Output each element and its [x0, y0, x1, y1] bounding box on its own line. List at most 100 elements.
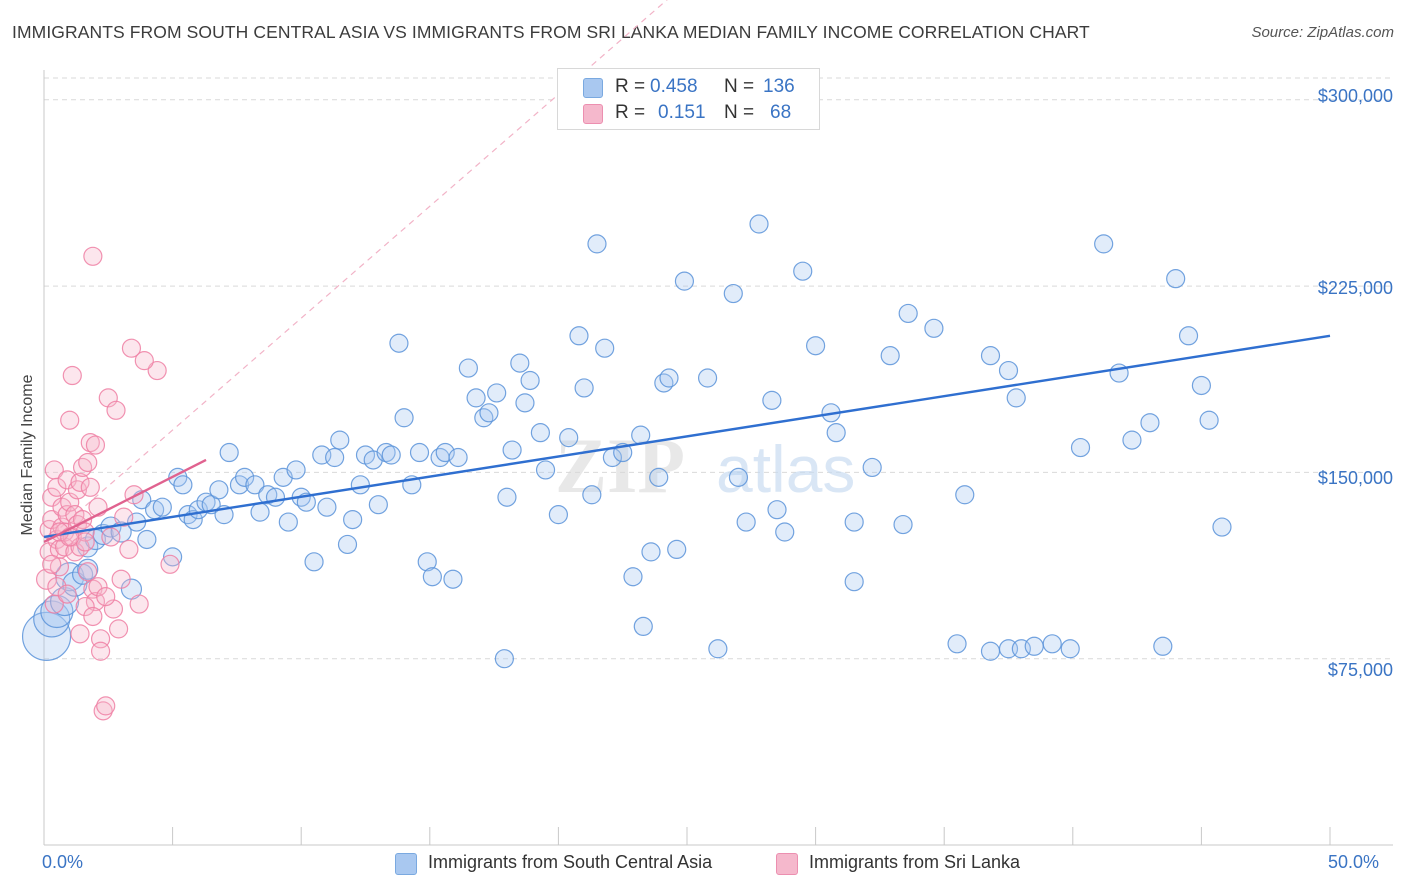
point-south-central-asia	[980, 346, 1001, 366]
point-south-central-asia	[258, 485, 278, 505]
y-tick-label-225000: $225,000	[1317, 278, 1393, 298]
point-sri-lanka	[47, 577, 67, 597]
point-sri-lanka	[90, 641, 111, 661]
point-south-central-asia	[582, 485, 602, 505]
point-south-central-asia	[667, 539, 687, 560]
point-south-central-asia	[376, 442, 396, 463]
point-sri-lanka	[60, 410, 80, 430]
point-south-central-asia	[548, 505, 569, 525]
point-south-central-asia	[494, 649, 514, 669]
point-sri-lanka	[35, 568, 58, 590]
source-label: Source: ZipAtlas.com	[1251, 24, 1394, 41]
point-south-central-asia	[826, 423, 846, 443]
point-sri-lanka	[49, 557, 70, 577]
point-south-central-asia	[1024, 636, 1044, 656]
point-south-central-asia	[278, 512, 298, 532]
point-south-central-asia	[955, 485, 975, 505]
legend-r-value: 0.458	[650, 76, 698, 97]
point-south-central-asia	[762, 390, 782, 410]
point-south-central-asia	[1178, 326, 1199, 346]
point-south-central-asia	[844, 572, 864, 592]
point-south-central-asia	[368, 495, 388, 515]
point-south-central-asia	[317, 497, 337, 517]
point-sri-lanka	[93, 701, 113, 721]
watermark-zip: ZIP	[555, 422, 685, 509]
bottom-legend-swatch-pink	[776, 853, 798, 875]
y-tick-label-300000: $300,000	[1317, 86, 1393, 106]
point-south-central-asia	[1042, 634, 1062, 654]
point-sri-lanka	[47, 477, 67, 497]
point-south-central-asia	[862, 457, 882, 478]
point-south-central-asia	[749, 214, 769, 234]
point-south-central-asia	[569, 326, 589, 346]
point-south-central-asia	[805, 336, 826, 356]
point-south-central-asia	[1191, 375, 1212, 396]
point-south-central-asia	[1140, 413, 1160, 433]
point-south-central-asia	[708, 639, 728, 659]
pink-trend-extension	[43, 0, 668, 543]
point-south-central-asia	[502, 440, 522, 460]
point-sri-lanka	[70, 624, 90, 644]
point-south-central-asia	[286, 460, 306, 480]
point-sri-lanka	[124, 485, 144, 505]
point-south-central-asia	[422, 567, 442, 587]
point-south-central-asia	[1199, 410, 1219, 430]
point-south-central-asia	[844, 512, 864, 532]
point-sri-lanka	[54, 537, 75, 557]
point-south-central-asia	[595, 338, 615, 358]
point-south-central-asia	[947, 634, 967, 654]
point-south-central-asia	[736, 512, 756, 532]
point-south-central-asia	[330, 430, 350, 450]
point-sri-lanka	[57, 505, 77, 525]
point-sri-lanka	[96, 696, 116, 716]
point-south-central-asia	[520, 370, 540, 391]
chart-title: IMMIGRANTS FROM SOUTH CENTRAL ASIA VS IM…	[12, 22, 1090, 42]
point-sri-lanka	[80, 432, 100, 453]
point-south-central-asia	[623, 567, 643, 587]
point-south-central-asia	[674, 271, 695, 291]
point-south-central-asia	[535, 460, 556, 480]
point-sri-lanka	[57, 584, 77, 604]
point-sri-lanka	[42, 487, 62, 507]
point-south-central-asia	[417, 552, 437, 572]
point-south-central-asia	[325, 447, 345, 468]
legend-r-label: R =	[615, 76, 646, 97]
legend-n-value: 68	[770, 102, 792, 123]
point-south-central-asia	[767, 500, 787, 520]
point-south-central-asia	[343, 509, 363, 530]
point-sri-lanka	[96, 587, 116, 607]
point-south-central-asia	[466, 388, 486, 408]
point-sri-lanka	[83, 246, 103, 266]
point-sri-lanka	[121, 338, 142, 358]
point-sri-lanka	[85, 591, 106, 612]
point-south-central-asia	[723, 283, 743, 304]
point-sri-lanka	[108, 619, 129, 639]
y-tick-label-150000: $150,000	[1317, 468, 1393, 488]
stats-legend: R = 0.458 N = 136 R = 0.151 N = 68	[557, 68, 820, 130]
point-south-central-asia	[893, 514, 913, 535]
point-sri-lanka	[42, 554, 62, 574]
point-south-central-asia	[409, 442, 430, 463]
point-sri-lanka	[85, 435, 106, 455]
point-south-central-asia	[458, 358, 478, 378]
point-sri-lanka	[134, 351, 154, 371]
point-south-central-asia	[235, 467, 255, 487]
point-south-central-asia	[530, 423, 550, 443]
point-south-central-asia	[697, 368, 718, 388]
point-sri-lanka	[78, 452, 98, 473]
point-south-central-asia	[448, 447, 468, 468]
point-sri-lanka	[83, 606, 103, 627]
point-south-central-asia	[587, 234, 607, 254]
point-south-central-asia	[998, 360, 1019, 381]
point-sri-lanka	[101, 527, 121, 547]
point-sri-lanka	[60, 527, 80, 547]
point-south-central-asia	[633, 616, 653, 637]
trendline-south-central-asia	[43, 334, 1331, 539]
point-sri-lanka	[111, 569, 131, 589]
point-sri-lanka	[160, 554, 180, 574]
legend-row-sri-lanka: R = 0.151 N = 68	[558, 101, 821, 127]
point-south-central-asia	[924, 318, 944, 338]
point-sri-lanka	[78, 562, 98, 582]
point-south-central-asia	[1122, 430, 1142, 450]
